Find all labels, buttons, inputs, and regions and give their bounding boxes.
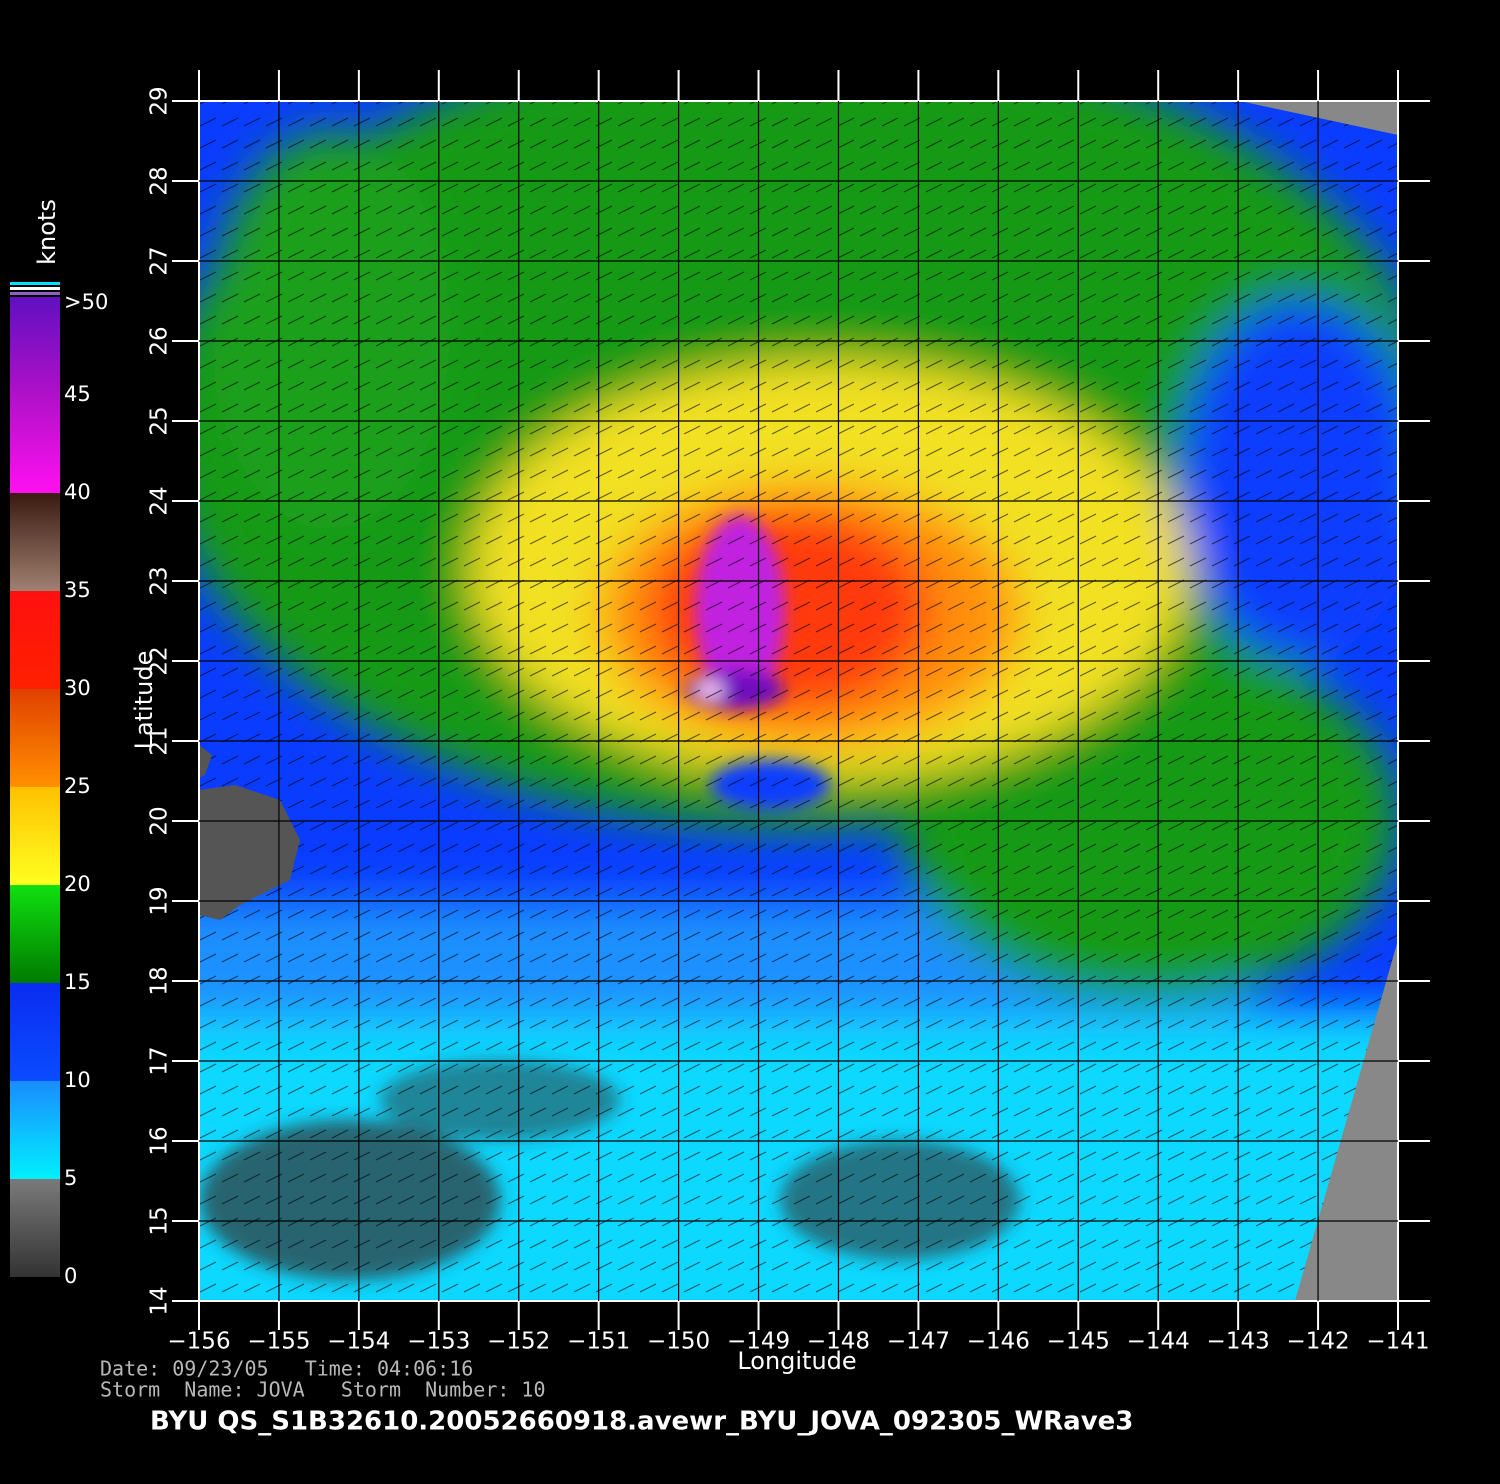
- footer-id: BYU QS_S1B32610.20052660918.avewr_BYU_JO…: [150, 1407, 1133, 1437]
- colorbar-tick-label: 10: [64, 1068, 91, 1092]
- colorbar-tick-label: 30: [64, 676, 91, 700]
- y-tick-label: 15: [147, 1206, 173, 1235]
- y-tick-label: 27: [147, 246, 173, 275]
- x-tick-label: −151: [567, 1329, 630, 1355]
- x-tick-label: −148: [807, 1329, 870, 1355]
- colorbar-tick-label: 45: [64, 382, 91, 406]
- y-tick-label: 18: [147, 966, 173, 995]
- y-axis-label: Latitude: [130, 651, 158, 750]
- x-tick-label: −150: [647, 1329, 710, 1355]
- y-tick-label: 26: [147, 326, 173, 355]
- colorbar-tick-label: 40: [64, 480, 91, 504]
- wind-field: [199, 101, 1398, 1301]
- y-tick-label: 25: [147, 406, 173, 435]
- x-tick-label: −142: [1286, 1329, 1349, 1355]
- x-tick-label: −153: [407, 1329, 470, 1355]
- colorbar-segment: [10, 1081, 60, 1179]
- x-tick-label: −152: [487, 1329, 550, 1355]
- colorbar-segment: [10, 689, 60, 787]
- footer-date: Date: 09/23/05 Time: 04:06:16: [100, 1357, 473, 1381]
- colorbar-tick-label: 0: [64, 1264, 77, 1288]
- y-tick-label: 29: [147, 86, 173, 115]
- colorbar-cap: [10, 287, 60, 290]
- x-tick-label: −143: [1207, 1329, 1270, 1355]
- colorbar-segment: [10, 493, 60, 591]
- y-tick-label: 24: [147, 486, 173, 515]
- colorbar-segment: [10, 787, 60, 885]
- y-tick-label: 14: [147, 1286, 173, 1315]
- colorbar-segment: [10, 591, 60, 689]
- footer-storm: Storm Name: JOVA Storm Number: 10: [100, 1378, 546, 1402]
- x-tick-label: −147: [887, 1329, 950, 1355]
- y-tick-label: 17: [147, 1046, 173, 1075]
- x-tick-label: −154: [327, 1329, 390, 1355]
- colorbar-tick-label: 20: [64, 872, 91, 896]
- y-tick-label: 19: [147, 886, 173, 915]
- colorbar-segment: [10, 983, 60, 1081]
- y-tick-label: 20: [147, 806, 173, 835]
- y-tick-label: 28: [147, 166, 173, 195]
- colorbar-segment: [10, 885, 60, 983]
- colorbar-segment: [10, 297, 60, 395]
- y-tick-label: 22: [147, 646, 173, 675]
- plot-frame: [198, 100, 1399, 1302]
- x-tick-label: −141: [1366, 1329, 1429, 1355]
- x-tick-label: −145: [1047, 1329, 1110, 1355]
- colorbar-tick-label: 15: [64, 970, 91, 994]
- colorbar-tick-label: 35: [64, 578, 91, 602]
- y-tick-label: 21: [147, 726, 173, 755]
- x-tick-label: −155: [247, 1329, 310, 1355]
- colorbar-cap: [10, 292, 60, 295]
- colorbar-tick-label: >50: [64, 290, 108, 314]
- colorbar-label: knots: [33, 199, 61, 265]
- x-tick-label: −149: [727, 1329, 790, 1355]
- x-axis-label: Longitude: [737, 1347, 856, 1375]
- y-tick-label: 16: [147, 1126, 173, 1155]
- x-tick-label: −156: [167, 1329, 230, 1355]
- y-tick-label: 23: [147, 566, 173, 595]
- x-tick-label: −144: [1127, 1329, 1190, 1355]
- colorbar-tick-label: 25: [64, 774, 91, 798]
- colorbar-segment: [10, 1179, 60, 1277]
- colorbar-cap: [10, 282, 60, 285]
- colorbar-tick-label: 5: [64, 1166, 77, 1190]
- x-tick-label: −146: [967, 1329, 1030, 1355]
- colorbar-segment: [10, 395, 60, 493]
